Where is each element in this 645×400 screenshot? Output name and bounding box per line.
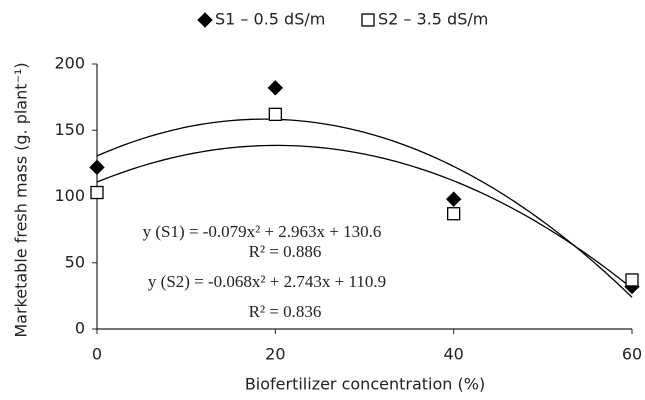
point (268, 107, 282, 121)
point (625, 273, 639, 287)
equation: y (S1) = -0.079x² + 2.963x + 130.6 (143, 222, 382, 241)
y-tick-label: 200 (54, 54, 85, 73)
x-tick-label: 60 (622, 345, 642, 364)
point (445, 191, 462, 207)
y-tick-label: 150 (54, 120, 85, 139)
equation: R² = 0.836 (249, 302, 322, 321)
equation: y (S2) = -0.068x² + 2.743x + 110.9 (148, 272, 386, 291)
legend-label: S2 – 3.5 dS/m (378, 10, 488, 29)
y-tick-label: 50 (65, 252, 85, 271)
y-axis-title: Marketable fresh mass (g. plant⁻¹) (12, 62, 31, 337)
equation: R² = 0.886 (249, 242, 322, 261)
x-tick-label: 0 (92, 345, 102, 364)
legend-marker (197, 12, 213, 28)
point (90, 185, 104, 200)
point (267, 80, 284, 96)
x-tick-label: 40 (443, 345, 463, 364)
y-tick-label: 100 (54, 186, 85, 205)
point (89, 159, 105, 176)
x-tick-label: 20 (265, 345, 285, 364)
trend-curve (96, 144, 633, 289)
legend-label: S1 – 0.5 dS/m (215, 10, 325, 29)
trend-curve (96, 118, 633, 298)
legend-marker (361, 13, 375, 27)
x-axis-title: Biofertilizer concentration (%) (245, 375, 485, 394)
point (447, 207, 461, 221)
y-tick-label: 0 (75, 319, 85, 338)
